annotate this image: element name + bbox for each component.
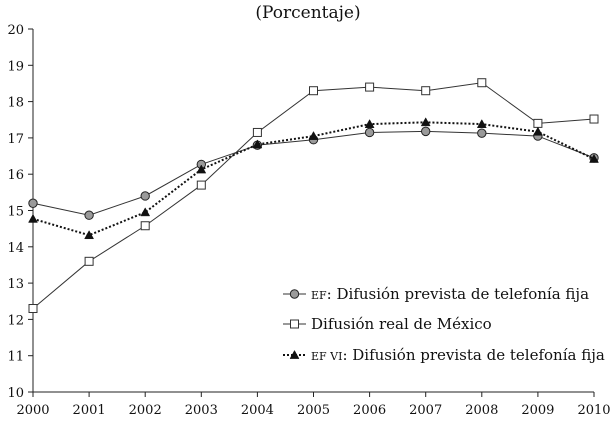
- series-line: [32, 121, 595, 237]
- data-point: [533, 118, 543, 128]
- data-point: [589, 114, 599, 124]
- data-point: [252, 127, 262, 137]
- legend-item: EF: Difusión prevista de telefonía fija: [283, 285, 589, 303]
- data-point: [140, 207, 151, 217]
- legend-marker: [289, 349, 300, 359]
- y-tick-label: 15: [7, 205, 24, 220]
- data-point: [196, 180, 206, 190]
- data-point: [364, 119, 375, 128]
- legend-marker: [289, 289, 300, 299]
- y-axis-ticks: 10 11 12 13 14 15 16 17 18 19 20: [7, 23, 33, 401]
- y-tick-label: 19: [7, 59, 24, 74]
- x-axis-ticks: 2000 2001 2002 2003 2004 2005 2006 2007 2008 2009…: [16, 392, 611, 418]
- data-point: [84, 210, 94, 220]
- data-point: [84, 230, 95, 240]
- series-square: [28, 78, 599, 314]
- legend-label-prefix: EF VI: [311, 350, 342, 363]
- x-tick-label: 2000: [16, 403, 49, 418]
- series-group: [28, 78, 599, 314]
- x-tick-label: 2001: [73, 403, 106, 418]
- data-point: [308, 131, 319, 140]
- data-point: [476, 119, 487, 128]
- data-point: [420, 117, 431, 127]
- data-point: [252, 139, 263, 149]
- x-tick-label: 2005: [297, 403, 330, 418]
- data-point: [84, 256, 94, 266]
- x-tick-label: 2003: [185, 403, 218, 418]
- series-line: [32, 82, 595, 309]
- y-tick-label: 13: [7, 277, 24, 292]
- x-tick-label: 2010: [577, 403, 610, 418]
- y-tick-label: 20: [7, 23, 24, 38]
- series-circle: [28, 126, 599, 220]
- legend-label-text: Difusión real de México: [311, 315, 492, 333]
- data-point: [140, 221, 150, 231]
- data-point: [365, 82, 375, 92]
- legend-marker: [290, 319, 299, 329]
- data-point: [421, 126, 431, 137]
- y-tick-label: 18: [7, 96, 24, 111]
- series-triangle: [28, 117, 599, 240]
- data-point: [140, 191, 150, 201]
- x-tick-label: 2002: [129, 403, 162, 418]
- legend-label-text: : Difusión prevista de telefonía fija: [327, 285, 589, 303]
- x-tick-label: 2004: [241, 403, 274, 418]
- x-tick-label: 2009: [521, 403, 554, 418]
- y-tick-label: 11: [7, 350, 24, 365]
- data-point: [477, 78, 487, 88]
- y-tick-label: 14: [7, 241, 24, 256]
- x-tick-label: 2008: [465, 403, 498, 418]
- legend-label-prefix: EF: [311, 289, 327, 302]
- data-point: [28, 213, 38, 223]
- y-tick-label: 12: [7, 313, 24, 328]
- data-point: [532, 126, 543, 136]
- chart-subtitle: (Porcentaje): [255, 3, 360, 23]
- legend-label: EF VI: Difusión prevista de telefonía fi…: [311, 346, 605, 364]
- y-tick-label: 16: [7, 168, 24, 183]
- legend-label: Difusión real de México: [311, 315, 492, 333]
- data-point: [28, 304, 38, 314]
- legend: EF: Difusión prevista de telefonía fijaD…: [283, 285, 605, 364]
- data-point: [364, 127, 375, 138]
- data-point: [477, 128, 487, 138]
- data-point: [196, 164, 207, 174]
- data-point: [28, 198, 38, 208]
- data-point: [309, 86, 318, 96]
- data-point: [589, 153, 599, 163]
- legend-item: Difusión real de México: [283, 315, 492, 333]
- data-point: [421, 86, 431, 96]
- y-tick-label: 10: [7, 386, 24, 401]
- legend-item: EF VI: Difusión prevista de telefonía fi…: [283, 346, 605, 364]
- y-tick-label: 17: [7, 132, 24, 147]
- x-tick-label: 2006: [353, 403, 386, 418]
- legend-label: EF: Difusión prevista de telefonía fija: [311, 285, 589, 303]
- legend-label-text: : Difusión prevista de telefonía fija: [342, 346, 604, 364]
- x-tick-label: 2007: [409, 403, 442, 418]
